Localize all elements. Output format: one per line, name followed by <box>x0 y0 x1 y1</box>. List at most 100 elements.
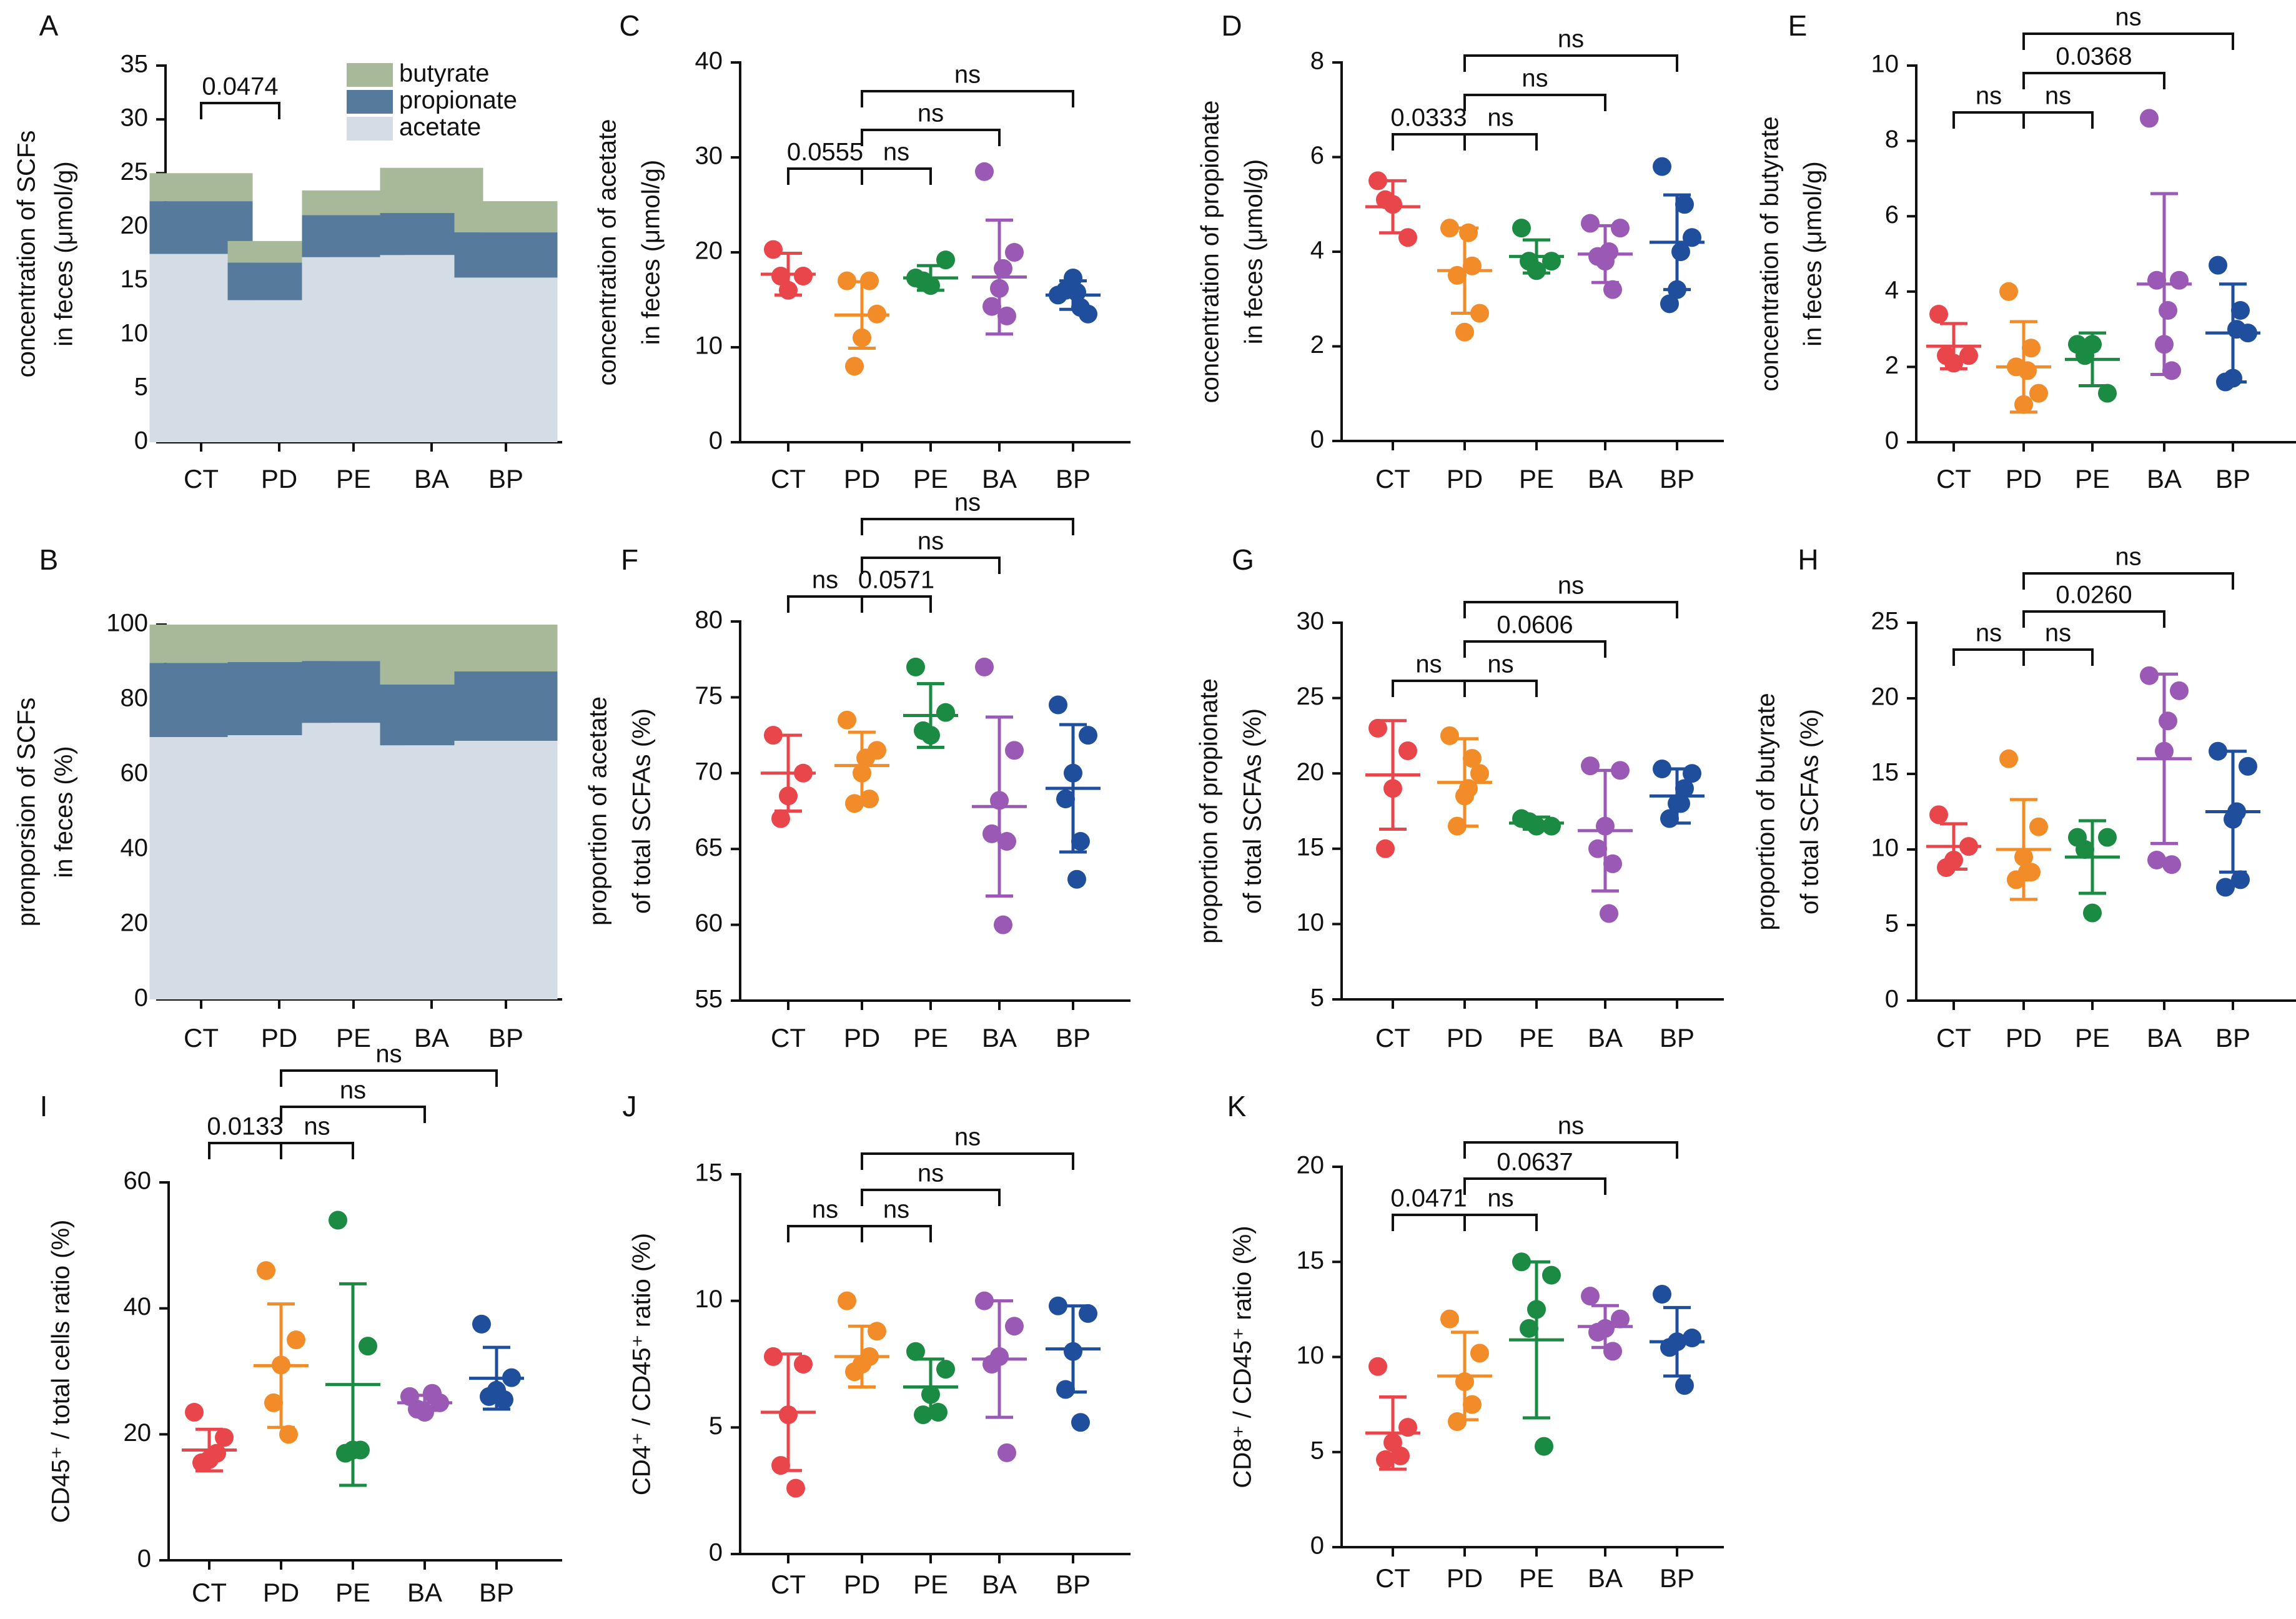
data-point <box>1459 779 1478 798</box>
significance-label: ns <box>883 139 909 166</box>
significance-bracket <box>208 1142 282 1159</box>
data-point <box>2170 681 2189 700</box>
y-tick-label: 30 <box>121 104 149 132</box>
data-point <box>1448 1412 1467 1432</box>
significance-bracket <box>200 102 280 119</box>
y-tick-label: 80 <box>695 607 723 634</box>
data-point <box>1512 219 1531 238</box>
bar-segment-butyrate <box>454 625 558 671</box>
data-point <box>1581 1287 1600 1306</box>
y-tick-label: 0 <box>709 1539 723 1567</box>
data-point <box>914 271 933 290</box>
data-point <box>1999 282 2018 301</box>
data-point <box>1391 1446 1410 1465</box>
data-point <box>1079 1304 1097 1323</box>
significance-bracket <box>280 1142 354 1159</box>
data-point <box>2022 339 2041 358</box>
data-point <box>408 1400 427 1418</box>
data-point <box>2083 903 2102 923</box>
data-point <box>771 267 790 285</box>
x-tick-label: BP <box>2215 1023 2250 1052</box>
data-point <box>1056 790 1075 809</box>
data-point <box>1683 764 1701 783</box>
y-axis-label: in feces (μmol/g) <box>1240 159 1268 344</box>
x-tick-label: PD <box>1447 464 1483 493</box>
significance-label: ns <box>954 489 981 517</box>
y-tick-label: 2 <box>1885 352 1899 379</box>
x-tick-label: BP <box>1056 1570 1091 1599</box>
data-point <box>1067 869 1086 889</box>
y-tick-label: 40 <box>695 47 723 75</box>
data-point <box>1463 256 1482 275</box>
data-point <box>1448 265 1467 285</box>
y-tick-label: 5 <box>709 1412 723 1440</box>
significance-bracket <box>280 1106 426 1123</box>
significance-label: ns <box>918 528 944 555</box>
data-point <box>1581 756 1600 776</box>
bar-segment-butyrate <box>454 201 558 233</box>
data-point <box>2227 802 2246 821</box>
data-point <box>1937 858 1956 878</box>
data-point <box>794 763 813 783</box>
data-point <box>2098 828 2117 847</box>
data-point <box>2159 300 2177 320</box>
significance-label: ns <box>883 1196 909 1224</box>
data-point <box>860 790 879 809</box>
y-axis-label: CD4⁺ / CD45⁺ ratio (%) <box>628 1233 656 1495</box>
data-point <box>975 1291 994 1310</box>
y-axis-label: in feces (%) <box>51 746 78 878</box>
significance-bracket <box>1952 648 2025 666</box>
x-tick-label: PE <box>336 464 371 493</box>
y-tick-label: 5 <box>134 373 148 400</box>
x-tick-label: BA <box>982 1023 1017 1052</box>
data-point <box>936 703 955 722</box>
data-point <box>1049 1296 1067 1315</box>
significance-bracket <box>2022 32 2234 50</box>
y-tick-label: 0 <box>709 427 723 455</box>
data-point <box>982 297 1001 316</box>
data-point <box>997 1443 1016 1462</box>
significance-label: ns <box>1558 26 1584 53</box>
data-point <box>1079 726 1097 745</box>
x-tick-label: PD <box>844 1570 880 1599</box>
panel-letter: D <box>1221 9 1242 42</box>
y-tick-label: 55 <box>695 986 723 1013</box>
y-tick-label: 10 <box>1871 51 1899 78</box>
y-tick-label: 80 <box>121 685 149 712</box>
panel-c: C 0 10 20 30 40 CT PD PE BA BP concentration of ace… <box>594 9 1131 493</box>
x-tick-label: CT <box>771 1570 806 1599</box>
legend-swatch-propionate <box>347 90 393 114</box>
y-tick-label: 15 <box>1297 833 1325 861</box>
significance-bracket <box>861 167 932 185</box>
x-tick-label: CT <box>1936 464 1971 493</box>
data-point <box>845 357 864 376</box>
data-point <box>1005 741 1024 760</box>
significance-bracket <box>861 1189 1001 1206</box>
y-tick-label: 75 <box>695 682 723 710</box>
y-tick-label: 10 <box>121 319 149 347</box>
data-point <box>1675 195 1694 214</box>
data-point <box>2216 372 2235 392</box>
data-point <box>1959 346 1978 365</box>
y-tick-label: 0 <box>1310 426 1324 453</box>
data-point <box>994 259 1012 278</box>
data-point <box>1459 223 1478 242</box>
x-tick-label: PE <box>913 1570 948 1599</box>
data-point <box>2155 741 2174 761</box>
panel-letter: I <box>40 1090 48 1122</box>
data-point <box>1611 761 1630 780</box>
data-point <box>1675 1376 1694 1395</box>
data-point <box>868 1322 886 1341</box>
significance-bracket <box>1463 1177 1606 1195</box>
data-point <box>2076 840 2094 859</box>
data-point <box>860 1347 879 1366</box>
significance-bracket <box>2022 572 2234 590</box>
y-tick-label: 0 <box>1885 986 1899 1013</box>
data-point <box>1398 741 1417 761</box>
x-tick-label: PD <box>844 1023 880 1052</box>
significance-bracket <box>1463 680 1538 697</box>
panel-f: F 55 60 65 70 75 80 CT PD PE BA BP proportion of ace… <box>585 489 1131 1052</box>
bar-segment-butyrate <box>149 173 253 202</box>
data-point <box>1588 839 1607 858</box>
